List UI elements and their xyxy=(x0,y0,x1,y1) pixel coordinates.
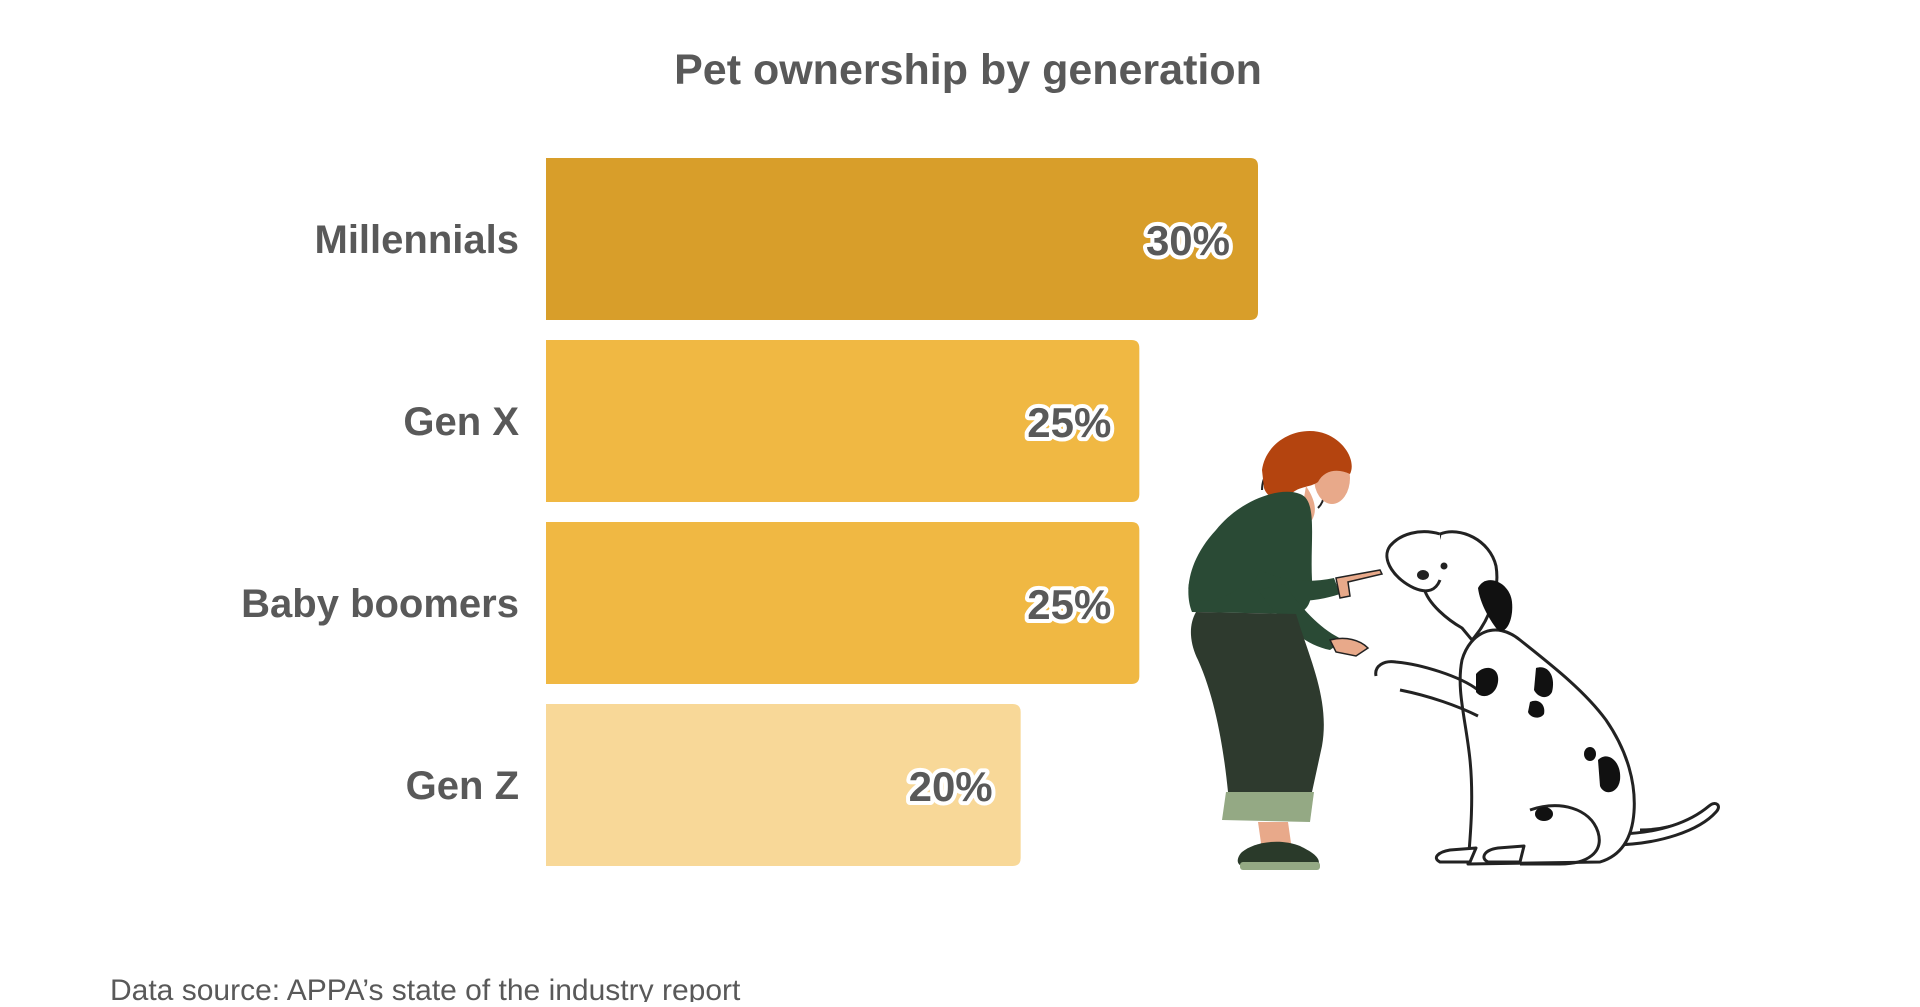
bar-gen-x xyxy=(546,340,1140,502)
category-label-millennials: Millennials xyxy=(315,218,520,262)
value-label-gen-x: 25% xyxy=(1027,399,1111,446)
person-with-dalmatian-illustration xyxy=(1188,431,1720,870)
value-label-millennials: 30% xyxy=(1146,217,1230,264)
value-label-baby-boomers: 25% xyxy=(1027,581,1111,628)
category-label-gen-x: Gen X xyxy=(403,400,519,444)
bar-baby-boomers xyxy=(546,522,1140,684)
dalmatian-dog-icon xyxy=(1374,530,1720,866)
bar-millennials xyxy=(546,158,1258,320)
category-label-baby-boomers: Baby boomers xyxy=(241,582,519,626)
person-icon xyxy=(1188,431,1384,870)
chart-title: Pet ownership by generation xyxy=(674,46,1262,94)
source-note: Data source: APPA’s state of the industr… xyxy=(110,974,741,1002)
value-label-gen-z: 20% xyxy=(909,763,993,810)
bars-layer: Millennials 30% Gen X 25% Baby boomers 25% Gen… xyxy=(241,158,1258,866)
category-label-gen-z: Gen Z xyxy=(406,764,519,808)
bar-gen-z xyxy=(546,704,1021,866)
